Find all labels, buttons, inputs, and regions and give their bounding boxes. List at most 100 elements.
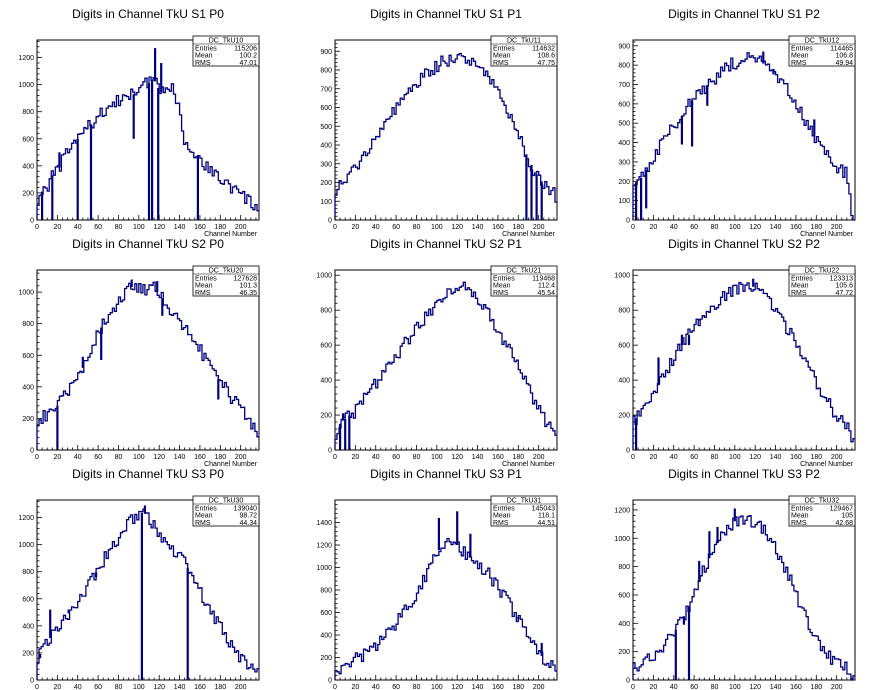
x-tick-label: 120 xyxy=(153,454,165,461)
stats-mean-label: Mean xyxy=(195,283,213,290)
x-tick-label: 80 xyxy=(413,684,421,690)
stats-rms-label: RMS xyxy=(791,520,807,527)
stats-name: DC_TkU21 xyxy=(507,268,542,275)
y-tick-label: 600 xyxy=(618,343,630,350)
stats-rms-value: 45.54 xyxy=(537,290,555,297)
stats-entries-label: Entries xyxy=(791,506,813,513)
stats-mean-value: 105.6 xyxy=(835,283,853,290)
x-tick-label: 100 xyxy=(133,224,145,231)
y-tick-label: 400 xyxy=(22,623,34,630)
stats-name: DC_TkU11 xyxy=(507,38,541,45)
y-tick-label: 200 xyxy=(320,180,332,187)
x-tick-label: 40 xyxy=(74,454,82,461)
x-tick-label: 40 xyxy=(372,684,380,690)
stats-rms-value: 47.72 xyxy=(835,290,853,297)
y-tick-label: 800 xyxy=(618,308,630,315)
histogram-series xyxy=(36,76,259,220)
x-tick-label: 100 xyxy=(431,684,443,690)
y-tick-label: 0 xyxy=(328,448,332,455)
x-tick-label: 40 xyxy=(670,224,678,231)
chart-title: Digits in Channel TkU S3 P1 xyxy=(370,467,522,481)
x-tick-label: 200 xyxy=(533,684,545,690)
stats-entries-value: 127628 xyxy=(234,276,257,283)
stats-entries-value: 139040 xyxy=(234,506,257,513)
x-tick-label: 200 xyxy=(235,224,247,231)
stats-mean-value: 98.72 xyxy=(239,513,257,520)
x-tick-label: 100 xyxy=(133,454,145,461)
x-tick-label: 0 xyxy=(35,224,39,231)
y-tick-label: 600 xyxy=(320,610,332,617)
stats-entries-label: Entries xyxy=(493,506,515,513)
y-tick-label: 100 xyxy=(320,199,332,206)
y-tick-label: 0 xyxy=(328,218,332,225)
y-tick-label: 200 xyxy=(22,416,34,423)
stats-rms-label: RMS xyxy=(493,290,509,297)
chart-title: Digits in Channel TkU S2 P2 xyxy=(668,237,820,251)
x-tick-label: 60 xyxy=(94,454,102,461)
y-tick-label: 1000 xyxy=(316,565,332,572)
x-tick-label: 60 xyxy=(392,684,400,690)
plot-frame xyxy=(334,499,558,681)
x-tick-label: 160 xyxy=(790,224,802,231)
stats-entries-value: 114632 xyxy=(532,46,555,53)
x-tick-label: 80 xyxy=(711,684,719,690)
y-tick-label: 400 xyxy=(320,143,332,150)
x-tick-label: 100 xyxy=(133,684,145,690)
y-tick-label: 600 xyxy=(22,353,34,360)
stats-entries-label: Entries xyxy=(195,506,217,513)
stats-rms-label: RMS xyxy=(493,520,509,527)
stats-rms-value: 47.75 xyxy=(537,60,555,67)
stats-name: DC_TkU30 xyxy=(209,498,244,505)
stats-rms-label: RMS xyxy=(791,290,807,297)
histogram-series xyxy=(632,52,855,221)
y-tick-label: 200 xyxy=(618,413,630,420)
stats-box-frame xyxy=(788,495,856,527)
x-tick-label: 180 xyxy=(810,224,822,231)
y-tick-label: 0 xyxy=(626,448,630,455)
y-tick-label: 200 xyxy=(618,179,630,186)
y-tick-label: 800 xyxy=(320,68,332,75)
stats-mean-label: Mean xyxy=(195,53,213,60)
y-tick-label: 300 xyxy=(320,161,332,168)
stats-entries-label: Entries xyxy=(195,276,217,283)
x-tick-label: 20 xyxy=(649,454,657,461)
x-tick-label: 40 xyxy=(670,454,678,461)
x-tick-label: 80 xyxy=(711,224,719,231)
plot-frame xyxy=(334,39,558,221)
plot-frame xyxy=(632,39,856,221)
stats-rms-label: RMS xyxy=(791,60,807,67)
x-tick-label: 80 xyxy=(413,224,421,231)
y-tick-label: 1400 xyxy=(316,520,332,527)
y-tick-label: 0 xyxy=(626,678,630,685)
x-tick-label: 120 xyxy=(451,454,463,461)
x-axis-label: Channel Number xyxy=(800,461,854,468)
y-tick-label: 600 xyxy=(320,343,332,350)
y-tick-label: 800 xyxy=(618,564,630,571)
x-tick-label: 140 xyxy=(770,684,782,690)
x-tick-label: 180 xyxy=(512,224,524,231)
chart-title: Digits in Channel TkU S2 P0 xyxy=(72,237,224,251)
stats-box-frame xyxy=(490,35,558,67)
x-tick-label: 40 xyxy=(670,684,678,690)
y-tick-label: 1000 xyxy=(18,290,34,297)
stats-entries-value: 114465 xyxy=(830,46,853,53)
y-tick-label: 200 xyxy=(22,650,34,657)
y-tick-label: 0 xyxy=(30,678,34,685)
stats-box-frame xyxy=(490,495,558,527)
y-tick-label: 300 xyxy=(618,159,630,166)
stats-mean-label: Mean xyxy=(195,513,213,520)
chart-title: Digits in Channel TkU S1 P2 xyxy=(668,7,820,21)
stats-box-frame xyxy=(788,265,856,297)
y-tick-label: 400 xyxy=(22,384,34,391)
histogram-series xyxy=(334,281,557,450)
stats-box-frame xyxy=(192,265,260,297)
x-tick-label: 160 xyxy=(492,684,504,690)
stats-name: DC_TkU22 xyxy=(805,268,840,275)
histogram-panel-4: Digits in Channel TkU S2 P0 0 20 40 60 80 100 1… xyxy=(18,237,260,468)
x-axis-label: Channel Number xyxy=(204,231,258,238)
x-tick-label: 160 xyxy=(790,684,802,690)
histogram-series xyxy=(334,52,557,220)
plot-frame xyxy=(632,499,856,681)
